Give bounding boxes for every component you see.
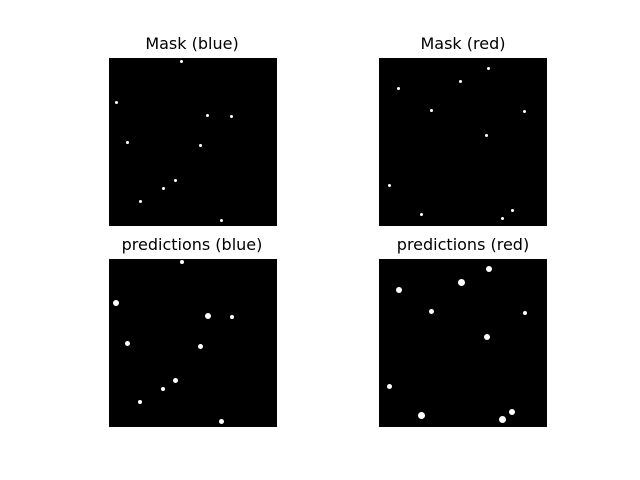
prediction-spot <box>219 419 224 424</box>
panel-title-pred-blue: predictions (blue) <box>121 235 263 254</box>
mask-spot <box>459 80 462 83</box>
mask-spot <box>220 219 223 222</box>
prediction-spot <box>230 315 234 319</box>
prediction-spot <box>180 260 184 264</box>
prediction-spot <box>523 311 527 315</box>
mask-spot <box>388 184 391 187</box>
pred-red-image <box>379 259 547 427</box>
pred-blue-image <box>109 259 277 427</box>
mask-red-image <box>379 58 547 226</box>
mask-blue-image <box>109 58 277 226</box>
prediction-spot <box>125 341 130 346</box>
mask-spot <box>180 60 183 63</box>
prediction-spot <box>484 334 490 340</box>
mask-spot <box>485 134 488 137</box>
prediction-spot <box>161 387 165 391</box>
prediction-spot <box>509 409 515 415</box>
prediction-spot <box>499 416 506 423</box>
prediction-spot <box>429 309 434 314</box>
prediction-spot <box>138 400 142 404</box>
mask-spot <box>420 213 423 216</box>
mask-spot <box>162 187 165 190</box>
mask-spot <box>501 217 504 220</box>
mask-spot <box>523 110 526 113</box>
mask-spot <box>174 179 177 182</box>
mask-spot <box>115 101 118 104</box>
prediction-spot <box>387 384 392 389</box>
mask-spot <box>126 141 129 144</box>
mask-spot <box>430 109 433 112</box>
mask-spot <box>230 115 233 118</box>
prediction-spot <box>198 344 203 349</box>
mask-spot <box>206 114 209 117</box>
panel-title-mask-blue: Mask (blue) <box>145 34 239 53</box>
prediction-spot <box>113 300 119 306</box>
panel-title-pred-red: predictions (red) <box>396 235 530 254</box>
prediction-spot <box>418 412 425 419</box>
mask-spot <box>397 87 400 90</box>
prediction-spot <box>173 378 178 383</box>
prediction-spot <box>486 266 492 272</box>
mask-spot <box>487 67 490 70</box>
prediction-spot <box>396 287 402 293</box>
mask-spot <box>199 144 202 147</box>
panel-title-mask-red: Mask (red) <box>420 34 506 53</box>
mask-spot <box>511 209 514 212</box>
prediction-spot <box>458 279 465 286</box>
mask-spot <box>139 200 142 203</box>
prediction-spot <box>205 313 211 319</box>
